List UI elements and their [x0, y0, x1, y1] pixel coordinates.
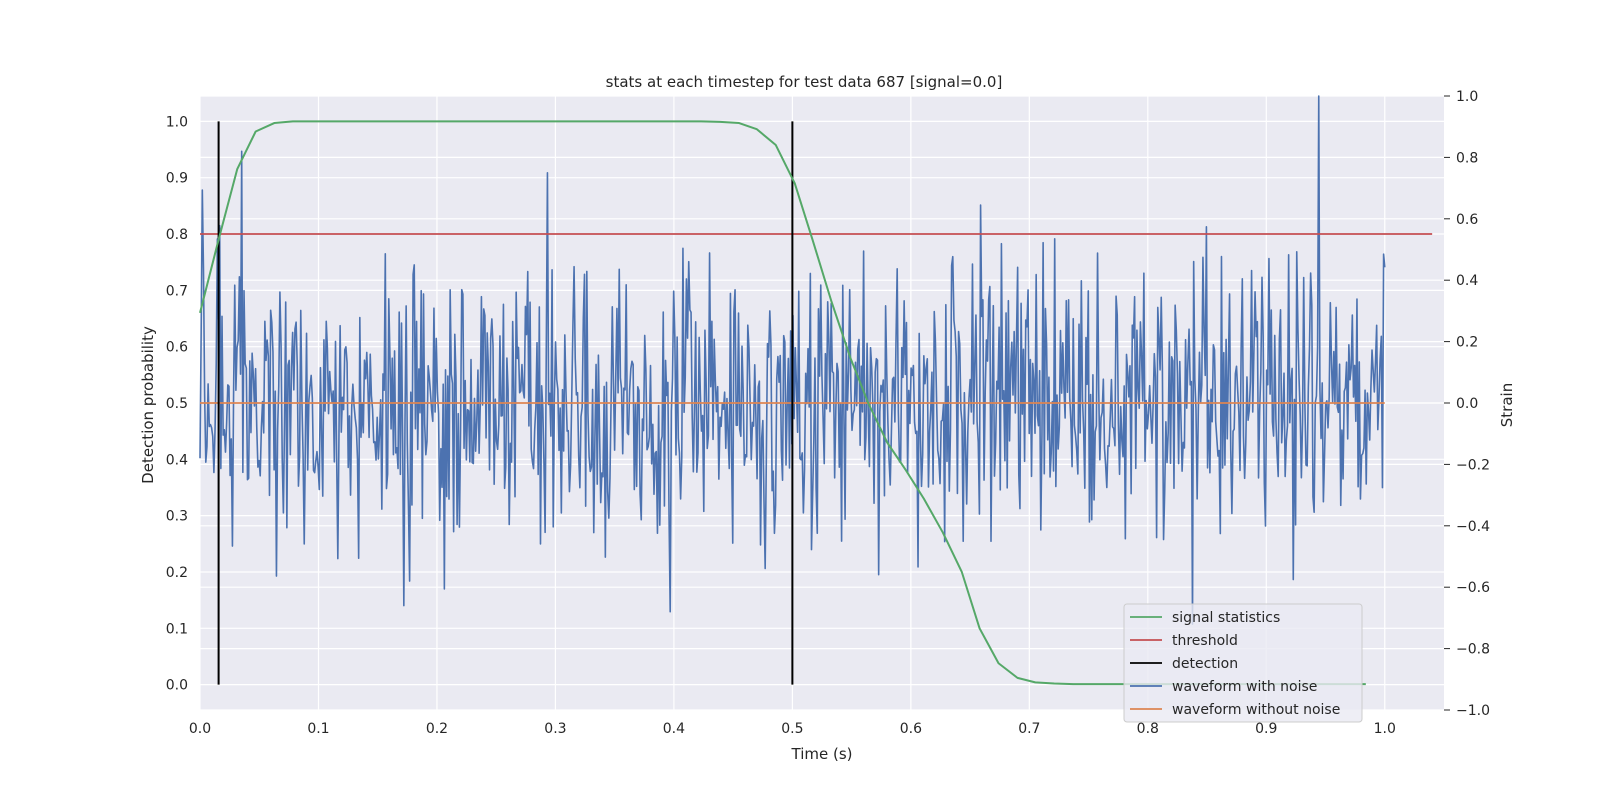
y2-tick-label: −1.0: [1456, 703, 1490, 719]
y2-tick-label: 0.0: [1456, 396, 1478, 412]
x-tick-label: 0.4: [663, 721, 685, 737]
y-tick-label: 0.0: [166, 678, 188, 694]
y2-axis-label: Strain: [1498, 383, 1516, 427]
x-tick-label: 0.6: [900, 721, 922, 737]
y2-tick-label: −0.6: [1456, 580, 1490, 596]
y2-tick-label: 0.4: [1456, 273, 1478, 289]
y2-tick-label: −0.8: [1456, 642, 1490, 658]
legend: signal statistics threshold detection wa…: [1123, 603, 1363, 723]
legend-box: [1123, 603, 1363, 723]
legend-label-threshold: threshold: [1172, 633, 1238, 649]
x-tick-label: 0.0: [189, 721, 211, 737]
y-tick-label: 0.1: [166, 621, 188, 637]
y-tick-label: 0.3: [166, 509, 188, 525]
x-axis-label: Time (s): [791, 745, 853, 763]
y-tick-label: 0.7: [166, 283, 188, 299]
legend-label-signal: signal statistics: [1172, 610, 1280, 626]
series-layer: [199, 95, 1433, 686]
legend-label-noise: waveform with noise: [1172, 679, 1317, 695]
legend-label-clean: waveform without noise: [1172, 702, 1340, 718]
x-tick-label: 0.3: [544, 721, 566, 737]
x-tick-label: 0.9: [1255, 721, 1277, 737]
y2-tick-label: −0.2: [1456, 457, 1490, 473]
x-tick-label: 0.2: [426, 721, 448, 737]
y-axis-label: Detection probability: [139, 326, 157, 484]
y2-tick-label: −0.4: [1456, 519, 1490, 535]
y-tick-label: 0.5: [166, 396, 188, 412]
y2-tick-label: 0.6: [1456, 212, 1478, 228]
x-tick-label: 0.5: [781, 721, 803, 737]
chart-title: stats at each timestep for test data 687…: [606, 73, 1003, 91]
x-tick-label: 0.8: [1137, 721, 1159, 737]
y-tick-label: 0.2: [166, 565, 188, 581]
legend-label-detection: detection: [1172, 656, 1238, 672]
x-tick-label: 1.0: [1374, 721, 1396, 737]
y-tick-label: 0.8: [166, 227, 188, 243]
y2-tick-label: 1.0: [1456, 89, 1478, 105]
y-tick-label: 0.9: [166, 171, 188, 187]
y2-tick-label: 0.8: [1456, 150, 1478, 166]
x-tick-label: 0.1: [307, 721, 329, 737]
ticks: 0.0 0.1 0.2 0.3 0.4 0.5 0.6 0.7 0.8 0.9 1.0 0.0 0.1 0…: [166, 89, 1490, 737]
y-tick-label: 0.6: [166, 340, 188, 356]
x-tick-label: 0.7: [1018, 721, 1040, 737]
y-tick-label: 0.4: [166, 452, 188, 468]
y-tick-label: 1.0: [166, 114, 188, 130]
y2-tick-label: 0.2: [1456, 335, 1478, 351]
